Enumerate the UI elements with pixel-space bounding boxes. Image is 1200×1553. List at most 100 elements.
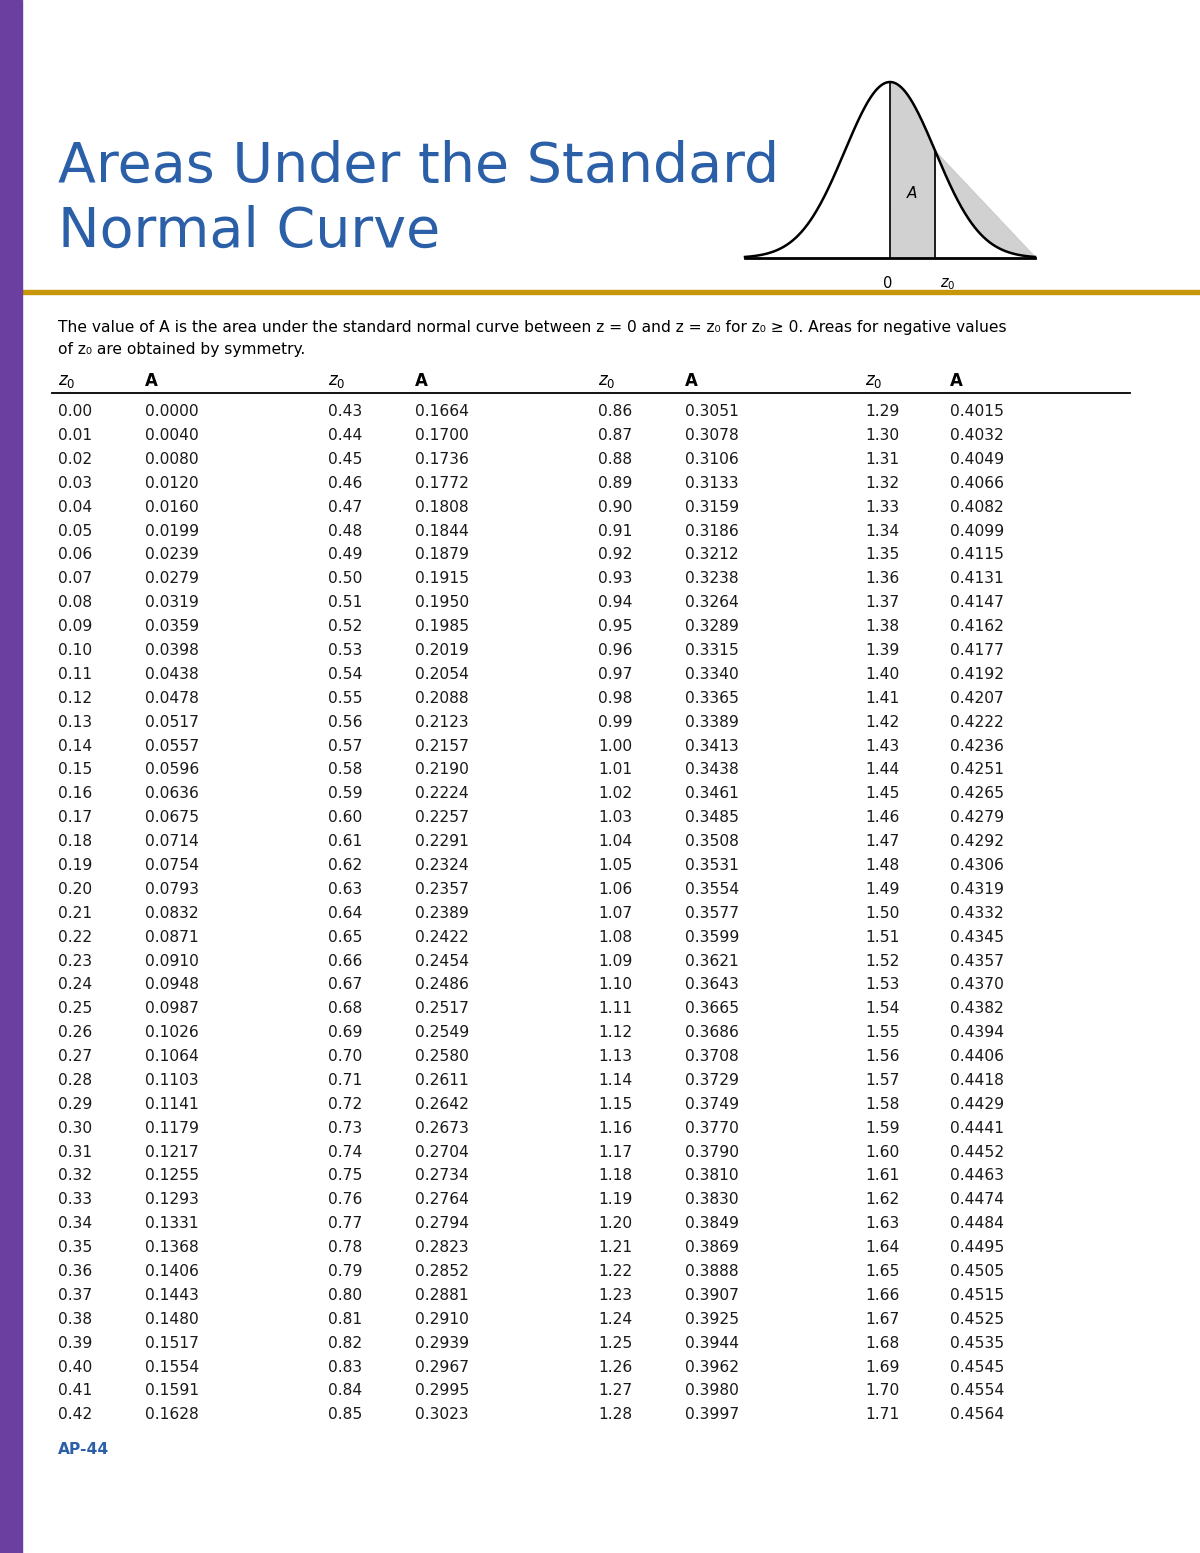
Text: 0.2291: 0.2291 (415, 834, 469, 849)
Text: 0.95: 0.95 (598, 620, 632, 634)
Text: 0.4535: 0.4535 (950, 1336, 1004, 1351)
Text: 0.3849: 0.3849 (685, 1216, 739, 1232)
Text: 0.4115: 0.4115 (950, 548, 1004, 562)
Text: 0.1554: 0.1554 (145, 1359, 199, 1374)
Text: 1.22: 1.22 (598, 1264, 632, 1280)
Text: 0.83: 0.83 (328, 1359, 362, 1374)
Text: 1.71: 1.71 (865, 1407, 899, 1423)
Text: 0.92: 0.92 (598, 548, 632, 562)
Text: 1.59: 1.59 (865, 1121, 900, 1135)
Text: 1.41: 1.41 (865, 691, 899, 705)
Text: 0.4418: 0.4418 (950, 1073, 1004, 1089)
Text: 0.04: 0.04 (58, 500, 92, 514)
Text: 0.1480: 0.1480 (145, 1312, 199, 1326)
Text: 0.2673: 0.2673 (415, 1121, 469, 1135)
Text: 0.01: 0.01 (58, 429, 92, 443)
Text: 0.4474: 0.4474 (950, 1193, 1004, 1207)
Text: 0.2324: 0.2324 (415, 857, 469, 873)
Text: 0.18: 0.18 (58, 834, 92, 849)
Text: 0.2764: 0.2764 (415, 1193, 469, 1207)
Text: 0.0239: 0.0239 (145, 548, 199, 562)
Text: 0.72: 0.72 (328, 1096, 362, 1112)
Text: 0.1103: 0.1103 (145, 1073, 199, 1089)
Text: 0.1915: 0.1915 (415, 572, 469, 587)
Text: $z_0$: $z_0$ (865, 373, 882, 390)
Text: 0.2580: 0.2580 (415, 1050, 469, 1064)
Text: 1.00: 1.00 (598, 739, 632, 753)
Text: 1.23: 1.23 (598, 1287, 632, 1303)
Text: 0.3289: 0.3289 (685, 620, 739, 634)
Text: 1.24: 1.24 (598, 1312, 632, 1326)
Text: 0.2611: 0.2611 (415, 1073, 469, 1089)
Text: 1.52: 1.52 (865, 954, 899, 969)
Text: 0.4147: 0.4147 (950, 595, 1004, 610)
Text: 0.1664: 0.1664 (415, 404, 469, 419)
Text: 0.43: 0.43 (328, 404, 362, 419)
Text: 0.64: 0.64 (328, 905, 362, 921)
Text: 1.07: 1.07 (598, 905, 632, 921)
Text: 0.0793: 0.0793 (145, 882, 199, 898)
Text: 1.20: 1.20 (598, 1216, 632, 1232)
Text: of z₀ are obtained by symmetry.: of z₀ are obtained by symmetry. (58, 342, 305, 357)
Text: A: A (415, 373, 428, 390)
Text: 0.3980: 0.3980 (685, 1384, 739, 1398)
Text: 1.45: 1.45 (865, 786, 900, 801)
Text: 1.04: 1.04 (598, 834, 632, 849)
Text: 0.59: 0.59 (328, 786, 362, 801)
Text: 0.2019: 0.2019 (415, 643, 469, 658)
Text: 1.02: 1.02 (598, 786, 632, 801)
Text: 0.91: 0.91 (598, 523, 632, 539)
Text: 0.3212: 0.3212 (685, 548, 739, 562)
Text: 0.32: 0.32 (58, 1168, 92, 1183)
Text: 0.79: 0.79 (328, 1264, 362, 1280)
Text: 0.3686: 0.3686 (685, 1025, 739, 1041)
Text: 0.93: 0.93 (598, 572, 632, 587)
Text: 0.3770: 0.3770 (685, 1121, 739, 1135)
Text: 0.3023: 0.3023 (415, 1407, 469, 1423)
Text: 0.1141: 0.1141 (145, 1096, 199, 1112)
Text: $z_0$: $z_0$ (598, 373, 616, 390)
Text: 0.50: 0.50 (328, 572, 362, 587)
Text: 0.4049: 0.4049 (950, 452, 1004, 467)
Text: 0.3315: 0.3315 (685, 643, 739, 658)
Text: 0.49: 0.49 (328, 548, 362, 562)
Text: 1.63: 1.63 (865, 1216, 899, 1232)
Text: 0.3186: 0.3186 (685, 523, 739, 539)
Text: 0.3106: 0.3106 (685, 452, 739, 467)
Text: Normal Curve: Normal Curve (58, 205, 440, 259)
Text: 0.2224: 0.2224 (415, 786, 469, 801)
Text: 1.32: 1.32 (865, 475, 899, 491)
Text: 1.53: 1.53 (865, 977, 899, 992)
Text: 0.38: 0.38 (58, 1312, 92, 1326)
Text: 0.17: 0.17 (58, 811, 92, 825)
Text: 0.12: 0.12 (58, 691, 92, 705)
Text: 0.34: 0.34 (58, 1216, 92, 1232)
Text: 0.4495: 0.4495 (950, 1241, 1004, 1255)
Text: 0.3554: 0.3554 (685, 882, 739, 898)
Text: 0.2939: 0.2939 (415, 1336, 469, 1351)
Text: 1.10: 1.10 (598, 977, 632, 992)
Text: 0.3925: 0.3925 (685, 1312, 739, 1326)
Text: 0.75: 0.75 (328, 1168, 362, 1183)
Text: 0.0557: 0.0557 (145, 739, 199, 753)
Text: 0.0754: 0.0754 (145, 857, 199, 873)
Text: 0.41: 0.41 (58, 1384, 92, 1398)
Text: 1.25: 1.25 (598, 1336, 632, 1351)
Text: 0.58: 0.58 (328, 763, 362, 778)
Text: 1.46: 1.46 (865, 811, 899, 825)
Text: 0.1700: 0.1700 (415, 429, 469, 443)
Text: 0.4251: 0.4251 (950, 763, 1004, 778)
Text: 0.06: 0.06 (58, 548, 92, 562)
Text: 0.2794: 0.2794 (415, 1216, 469, 1232)
Text: 1.31: 1.31 (865, 452, 899, 467)
Text: A: A (950, 373, 962, 390)
Text: 0.4370: 0.4370 (950, 977, 1004, 992)
Text: 0.3962: 0.3962 (685, 1359, 739, 1374)
Text: 0.2157: 0.2157 (415, 739, 469, 753)
Text: 0.03: 0.03 (58, 475, 92, 491)
Text: 0.51: 0.51 (328, 595, 362, 610)
Text: 0.86: 0.86 (598, 404, 632, 419)
Text: 0.35: 0.35 (58, 1241, 92, 1255)
Text: 0.10: 0.10 (58, 643, 92, 658)
Text: 0.3708: 0.3708 (685, 1050, 739, 1064)
